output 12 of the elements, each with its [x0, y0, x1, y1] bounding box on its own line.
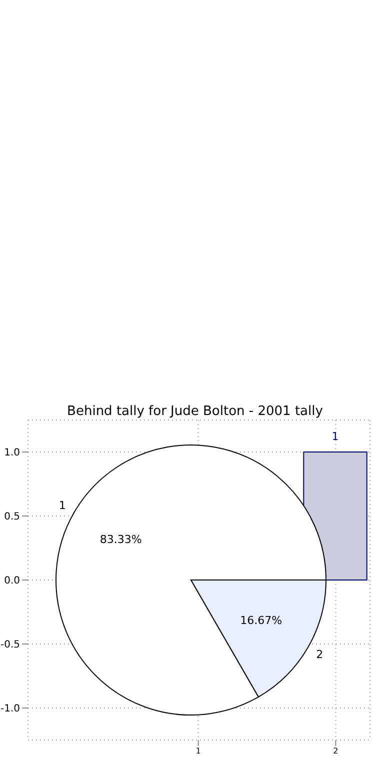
chart-title: Behind tally for Jude Bolton - 2001 tally	[66, 404, 324, 419]
slice-label: 1	[58, 499, 66, 512]
slice-label: 2	[316, 648, 324, 661]
y-tick-label: 0.0	[4, 576, 20, 587]
y-tick-label: 0.5	[4, 512, 20, 523]
data-label: 83.33%	[100, 532, 142, 546]
y-tick-label: 1.0	[4, 448, 20, 459]
y-tick-label: -1.0	[0, 704, 20, 715]
pie-slice	[56, 444, 326, 716]
y-tick-label: -0.5	[0, 640, 20, 651]
data-label: 1	[332, 430, 339, 443]
data-label: 16.67%	[240, 614, 282, 628]
